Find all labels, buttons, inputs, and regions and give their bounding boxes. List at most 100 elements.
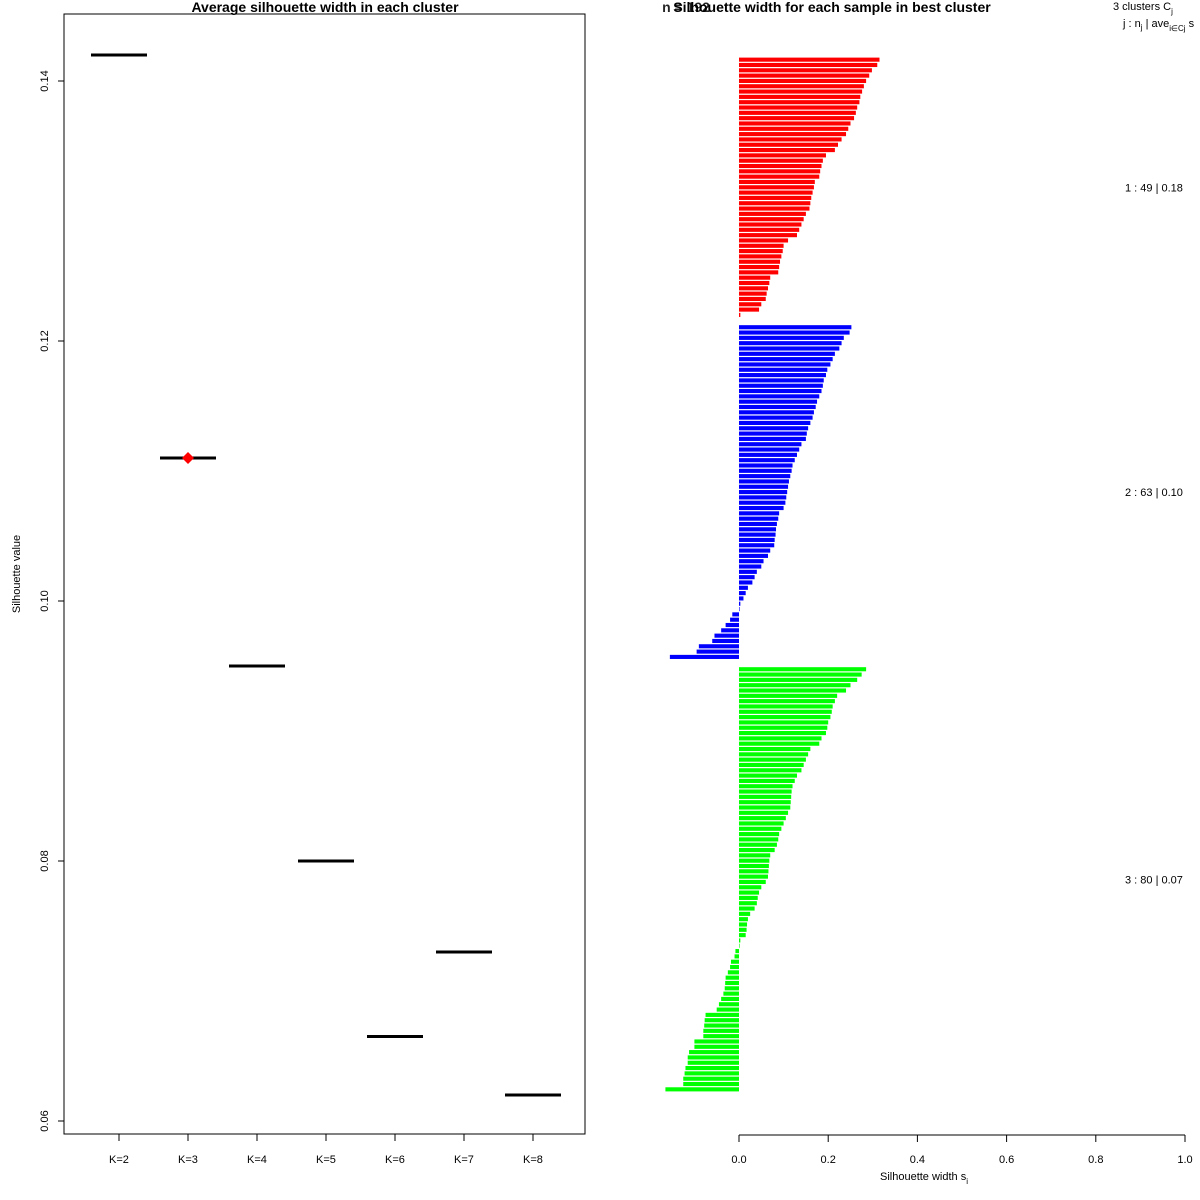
silhouette-bar-cluster-1 xyxy=(739,68,872,73)
silhouette-bar-cluster-1 xyxy=(739,254,782,259)
left-x-tick-label: K=3 xyxy=(178,1154,198,1166)
left-y-tick-label: 0.12 xyxy=(39,330,51,351)
silhouette-bar-cluster-2 xyxy=(739,511,780,516)
left-x-axis: K=2 K=3 K=4 K=5 K=6 K=7 K=8 xyxy=(109,1134,543,1166)
silhouette-bar-cluster-2 xyxy=(739,564,762,569)
silhouette-bar-cluster-1 xyxy=(739,206,810,211)
silhouette-bar-cluster-3 xyxy=(725,975,739,980)
silhouette-bar-cluster-3 xyxy=(739,895,758,900)
silhouette-bar-cluster-3 xyxy=(704,1023,739,1028)
silhouette-bar-cluster-1 xyxy=(739,233,797,238)
silhouette-bar-cluster-3 xyxy=(739,720,829,725)
silhouette-bar-cluster-3 xyxy=(723,991,739,996)
silhouette-bar-cluster-1 xyxy=(739,179,815,185)
silhouette-bar-cluster-2 xyxy=(739,335,844,340)
right-panel: Silhouette width for each sample in best… xyxy=(662,0,1195,1186)
silhouette-bar-cluster-2 xyxy=(739,580,753,585)
silhouette-bar-cluster-3 xyxy=(739,858,770,863)
silhouette-bar-cluster-3 xyxy=(687,1060,739,1065)
silhouette-bar-cluster-2 xyxy=(739,367,828,372)
silhouette-bar-cluster-3 xyxy=(739,922,748,927)
silhouette-bar-cluster-3 xyxy=(730,959,739,964)
silhouette-bar-cluster-1 xyxy=(739,227,800,232)
silhouette-bar-cluster-3 xyxy=(687,1055,739,1060)
silhouette-bar-cluster-2 xyxy=(739,559,764,564)
silhouette-bar-cluster-3 xyxy=(684,1071,739,1076)
left-x-tick-label: K=6 xyxy=(385,1154,405,1166)
silhouette-bar-cluster-2 xyxy=(739,569,757,574)
left-x-tick-label: K=8 xyxy=(523,1154,543,1166)
silhouette-bar-cluster-1 xyxy=(739,100,860,105)
silhouette-bar-cluster-2 xyxy=(739,442,802,447)
silhouette-bar-cluster-1 xyxy=(739,249,783,254)
silhouette-bar-cluster-1 xyxy=(739,280,770,286)
left-y-tick-label: 0.08 xyxy=(39,850,51,871)
best-k-marker xyxy=(182,452,194,464)
silhouette-bar-cluster-2 xyxy=(721,628,739,633)
silhouette-bar-cluster-2 xyxy=(739,378,824,383)
silhouette-bar-cluster-2 xyxy=(714,633,739,638)
silhouette-bar-cluster-3 xyxy=(739,906,755,911)
silhouette-bar-cluster-3 xyxy=(739,784,793,789)
silhouette-bar-cluster-2 xyxy=(739,420,811,426)
silhouette-bar-cluster-2 xyxy=(730,617,739,622)
silhouette-bar-cluster-2 xyxy=(739,591,746,596)
silhouette-bar-cluster-1 xyxy=(739,185,814,190)
silhouette-bar-cluster-3 xyxy=(739,874,768,879)
silhouette-bar-cluster-2 xyxy=(739,553,768,558)
silhouette-bar-cluster-3 xyxy=(739,757,806,762)
silhouette-bar-cluster-3 xyxy=(724,986,739,991)
silhouette-bar-cluster-1 xyxy=(739,291,767,296)
right-x-axis-label: Silhouette width si xyxy=(880,1171,968,1186)
silhouette-bar-cluster-1 xyxy=(739,307,760,312)
silhouette-bar-cluster-3 xyxy=(739,863,769,869)
silhouette-bar-cluster-2 xyxy=(739,607,740,612)
silhouette-bar-cluster-1 xyxy=(739,238,789,243)
silhouette-bar-cluster-1 xyxy=(739,105,858,110)
right-x-axis: 0.0 0.2 0.4 0.6 0.8 1.0 xyxy=(731,1135,1193,1166)
silhouette-bar-cluster-3 xyxy=(739,927,747,932)
silhouette-bar-cluster-3 xyxy=(739,768,802,773)
silhouette-bar-cluster-2 xyxy=(739,394,820,399)
silhouette-bar-cluster-3 xyxy=(721,996,739,1001)
silhouette-bar-cluster-1 xyxy=(739,153,826,158)
silhouette-bar-cluster-3 xyxy=(739,773,797,778)
silhouette-bar-cluster-3 xyxy=(739,943,740,948)
silhouette-bar-cluster-3 xyxy=(739,667,867,672)
silhouette-bar-cluster-2 xyxy=(739,484,789,489)
silhouette-bar-cluster-3 xyxy=(739,879,766,885)
silhouette-bar-cluster-2 xyxy=(739,548,771,553)
silhouette-bar-cluster-1 xyxy=(739,302,762,307)
silhouette-bar-cluster-3 xyxy=(739,869,769,874)
silhouette-bar-cluster-2 xyxy=(739,351,835,356)
silhouette-bar-cluster-2 xyxy=(739,575,755,580)
silhouette-bar-cluster-2 xyxy=(698,644,739,649)
silhouette-bar-cluster-2 xyxy=(712,638,739,644)
silhouette-bar-cluster-3 xyxy=(739,805,791,810)
silhouette-bar-cluster-1 xyxy=(739,78,867,83)
silhouette-bar-cluster-1 xyxy=(739,190,813,195)
silhouette-bar-cluster-2 xyxy=(739,410,814,415)
silhouette-bar-cluster-3 xyxy=(718,1002,739,1007)
silhouette-bar-cluster-1 xyxy=(739,142,839,147)
header-line-2: j : nj | avei∈Cj s xyxy=(1122,18,1195,33)
left-y-tick-label: 0.14 xyxy=(39,70,51,91)
silhouette-bar-cluster-3 xyxy=(739,693,838,698)
right-overlap-label: n = 192 xyxy=(662,0,710,15)
silhouette-bar-cluster-1 xyxy=(739,195,812,200)
silhouette-bar-cluster-2 xyxy=(739,474,791,479)
silhouette-bar-cluster-2 xyxy=(739,532,776,537)
silhouette-bar-cluster-3 xyxy=(734,954,739,959)
silhouette-bar-cluster-3 xyxy=(739,778,795,783)
silhouette-bar-cluster-2 xyxy=(739,431,807,436)
silhouette-bar-cluster-3 xyxy=(739,917,748,922)
silhouette-bar-cluster-2 xyxy=(739,415,813,420)
left-x-tick-label: K=7 xyxy=(454,1154,474,1166)
silhouette-bar-cluster-3 xyxy=(694,1039,739,1044)
silhouette-bar-cluster-3 xyxy=(739,704,833,709)
silhouette-bar-cluster-3 xyxy=(739,794,792,799)
silhouette-bar-cluster-2 xyxy=(739,505,784,511)
silhouette-bar-cluster-3 xyxy=(703,1034,739,1039)
silhouette-bar-cluster-1 xyxy=(739,94,861,99)
silhouette-bar-cluster-3 xyxy=(739,672,862,677)
